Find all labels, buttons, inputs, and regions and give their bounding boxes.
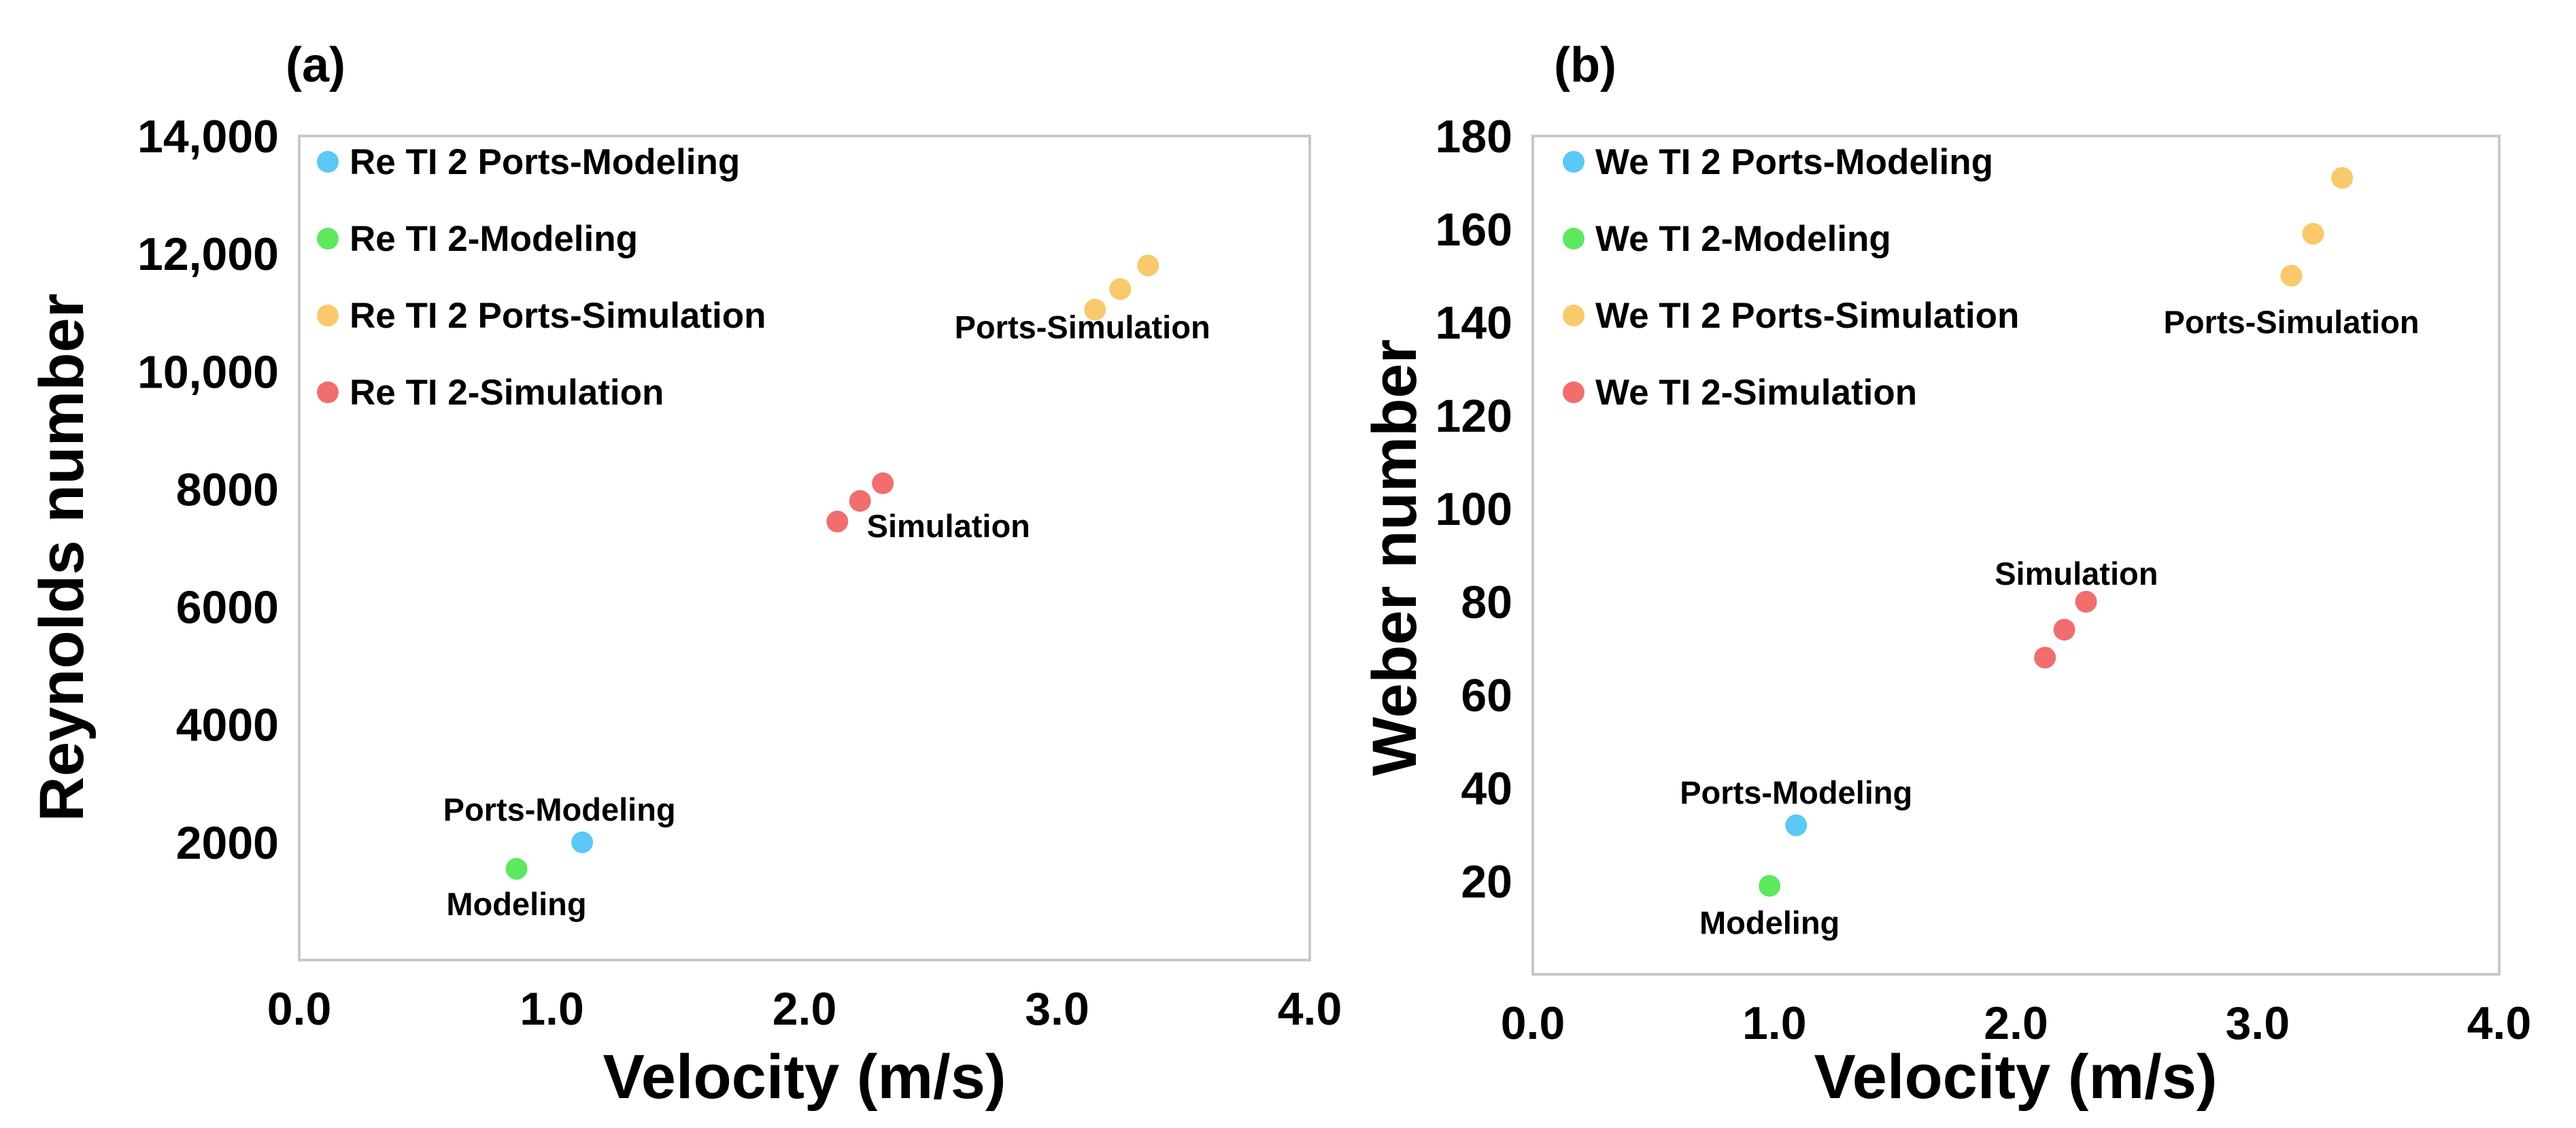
y-tick-label: 10,000: [137, 346, 279, 398]
chart-panel-b: (b) 0.0 1.0 2.0 3.0 4.0 20 40 60 80 100 120 140 160 18…: [1360, 38, 2531, 1112]
y-tick-label: 8000: [176, 464, 279, 515]
annotation-label: Simulation: [1995, 556, 2158, 592]
y-tick-label: 60: [1461, 670, 1512, 721]
y-tick-label: 160: [1436, 204, 1512, 256]
y-tick-label: 80: [1461, 577, 1512, 628]
legend-label: Re TI 2-Modeling: [350, 219, 638, 259]
legend-marker: [1563, 305, 1584, 326]
y-tick-label: 20: [1461, 856, 1512, 908]
x-tick-label: 1.0: [1742, 997, 1807, 1049]
x-tick-label: 3.0: [1025, 983, 1089, 1035]
data-point: [2331, 167, 2354, 189]
panel-label: (a): [286, 38, 345, 92]
legend-marker: [1563, 381, 1584, 403]
y-tick-label: 2000: [176, 817, 279, 869]
data-point: [872, 472, 894, 494]
panel-label: (b): [1554, 38, 1616, 92]
data-point: [2302, 222, 2324, 245]
data-point: [2075, 591, 2097, 613]
data-point: [1785, 814, 1808, 836]
chart-panel-a: (a) 0.0 1.0 2.0 3.0 4.0 2000 4000 6000 8000 10,000…: [27, 38, 1342, 1112]
data-point: [826, 511, 849, 533]
legend: We TI 2 Ports-Modeling We TI 2-Modeling We…: [1563, 142, 2019, 413]
y-tick-label: 40: [1461, 763, 1512, 815]
y-tick-label: 6000: [176, 582, 279, 634]
annotation-label: Ports-Simulation: [955, 309, 1210, 345]
y-tick-label: 4000: [176, 700, 279, 751]
y-axis-title: Weber number: [1360, 339, 1429, 776]
data-point: [1137, 254, 1159, 277]
legend-label: Re TI 2 Ports-Modeling: [350, 142, 740, 182]
annotation-label: Modeling: [446, 886, 586, 922]
legend-marker: [317, 305, 339, 326]
legend-label: Re TI 2 Ports-Simulation: [350, 296, 766, 336]
legend-marker: [317, 228, 339, 250]
legend-label: We TI 2 Ports-Simulation: [1595, 296, 2019, 336]
y-tick-label: 14,000: [137, 111, 279, 163]
y-tick-label: 140: [1436, 297, 1512, 349]
plot-frame: [1531, 135, 2501, 976]
data-point: [1084, 298, 1106, 321]
plot-frame: [298, 135, 1311, 961]
y-tick-label: 120: [1436, 390, 1512, 442]
x-tick-label: 0.0: [267, 983, 332, 1035]
annotation-label: Simulation: [867, 508, 1030, 544]
x-tick-label: 4.0: [1278, 983, 1342, 1035]
legend-marker: [1563, 151, 1584, 173]
annotation-label: Ports-Simulation: [2163, 304, 2419, 340]
legend-label: Re TI 2-Simulation: [350, 373, 664, 413]
x-tick-label: 2.0: [773, 983, 837, 1035]
y-tick-label: 180: [1436, 111, 1512, 163]
data-point: [1109, 278, 1132, 301]
data-point: [2053, 619, 2075, 641]
legend-label: We TI 2-Modeling: [1595, 219, 1891, 259]
data-point: [2280, 264, 2303, 287]
x-axis-title: Velocity (m/s): [1814, 1042, 2217, 1112]
annotation-label: Ports-Modeling: [1680, 774, 1912, 810]
x-tick-label: 3.0: [2225, 997, 2290, 1049]
x-axis-title: Velocity (m/s): [603, 1042, 1006, 1112]
legend-marker: [317, 151, 339, 173]
data-point: [1759, 874, 1781, 897]
legend-marker: [317, 381, 339, 403]
x-tick-label: 2.0: [1984, 997, 2048, 1049]
data-point: [571, 831, 594, 853]
legend-marker: [1563, 228, 1584, 250]
data-point: [505, 857, 528, 880]
data-point: [849, 490, 871, 512]
legend-label: We TI 2-Simulation: [1595, 373, 1917, 413]
y-axis-title: Reynolds number: [27, 293, 97, 821]
x-tick-label: 1.0: [520, 983, 584, 1035]
legend: Re TI 2 Ports-Modeling Re TI 2-Modeling Re…: [317, 142, 766, 413]
y-tick-label: 12,000: [137, 228, 279, 280]
x-tick-label: 0.0: [1501, 997, 1565, 1049]
x-tick-label: 4.0: [2467, 997, 2532, 1049]
annotation-label: Modeling: [1699, 905, 1840, 941]
legend-label: We TI 2 Ports-Modeling: [1595, 142, 1993, 182]
y-tick-label: 100: [1436, 483, 1512, 535]
annotation-label: Ports-Modeling: [443, 791, 676, 827]
data-point: [2034, 647, 2056, 669]
